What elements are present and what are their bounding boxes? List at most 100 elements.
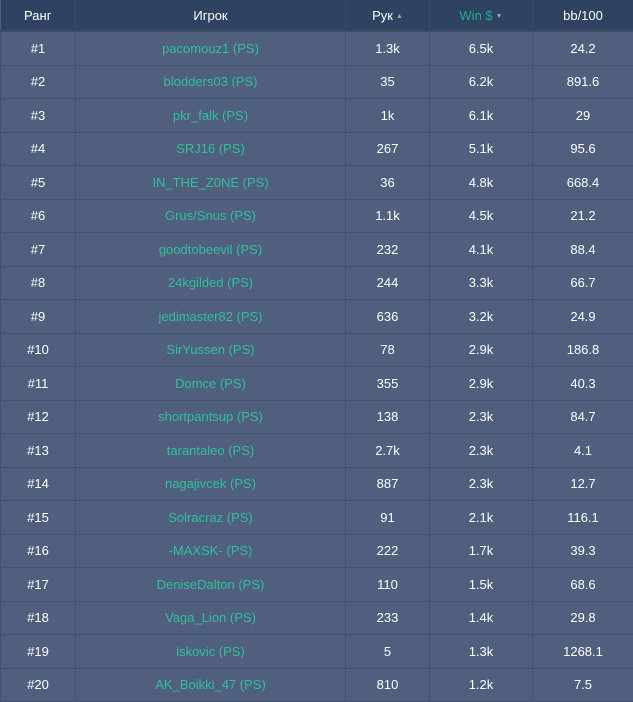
rank-cell: #20	[1, 668, 76, 702]
hands-cell: 110	[346, 568, 430, 602]
rank-cell: #1	[1, 31, 76, 65]
win-cell: 2.3k	[430, 400, 533, 434]
rank-cell: #15	[1, 501, 76, 535]
player-link[interactable]: Solracraz (PS)	[76, 501, 346, 535]
hands-cell: 810	[346, 668, 430, 702]
rank-cell: #19	[1, 635, 76, 669]
win-cell: 2.3k	[430, 434, 533, 468]
player-link[interactable]: blodders03 (PS)	[76, 65, 346, 99]
player-link[interactable]: IN_THE_Z0NE (PS)	[76, 166, 346, 200]
hands-cell: 138	[346, 400, 430, 434]
header-row: Ранг Игрок Рук▲ Win $▼ bb/100	[1, 0, 633, 31]
rank-cell: #10	[1, 333, 76, 367]
win-cell: 6.1k	[430, 99, 533, 133]
player-link[interactable]: 24kgilded (PS)	[76, 266, 346, 300]
win-cell: 3.3k	[430, 266, 533, 300]
rank-cell: #9	[1, 300, 76, 334]
bb100-cell: 186.8	[533, 333, 633, 367]
hands-cell: 2.7k	[346, 434, 430, 468]
bb100-cell: 88.4	[533, 233, 633, 267]
player-link[interactable]: nagajivcek (PS)	[76, 467, 346, 501]
bb100-cell: 84.7	[533, 400, 633, 434]
player-link[interactable]: jedimaster82 (PS)	[76, 300, 346, 334]
win-cell: 3.2k	[430, 300, 533, 334]
bb100-cell: 4.1	[533, 434, 633, 468]
hands-cell: 5	[346, 635, 430, 669]
bb100-cell: 40.3	[533, 367, 633, 401]
rank-cell: #11	[1, 367, 76, 401]
bb100-cell: 29	[533, 99, 633, 133]
hands-cell: 36	[346, 166, 430, 200]
player-link[interactable]: Vaga_Lion (PS)	[76, 601, 346, 635]
column-header-hands-label: Рук	[372, 8, 393, 23]
player-link[interactable]: SRJ16 (PS)	[76, 132, 346, 166]
bb100-cell: 95.6	[533, 132, 633, 166]
bb100-cell: 39.3	[533, 534, 633, 568]
win-cell: 4.5k	[430, 199, 533, 233]
player-link[interactable]: tarantaleo (PS)	[76, 434, 346, 468]
rank-cell: #7	[1, 233, 76, 267]
player-link[interactable]: pacomouz1 (PS)	[76, 31, 346, 65]
column-header-hands[interactable]: Рук▲	[346, 0, 430, 31]
bb100-cell: 1268.1	[533, 635, 633, 669]
win-cell: 4.1k	[430, 233, 533, 267]
rank-cell: #18	[1, 601, 76, 635]
win-cell: 2.1k	[430, 501, 533, 535]
hands-cell: 91	[346, 501, 430, 535]
rank-cell: #13	[1, 434, 76, 468]
player-link[interactable]: -MAXSK- (PS)	[76, 534, 346, 568]
hands-cell: 244	[346, 266, 430, 300]
rank-cell: #8	[1, 266, 76, 300]
player-link[interactable]: shortpantsup (PS)	[76, 400, 346, 434]
bb100-cell: 68.6	[533, 568, 633, 602]
win-cell: 1.7k	[430, 534, 533, 568]
rank-cell: #12	[1, 400, 76, 434]
sort-desc-icon: ▼	[496, 13, 503, 20]
win-cell: 5.1k	[430, 132, 533, 166]
rank-cell: #6	[1, 199, 76, 233]
win-cell: 1.2k	[430, 668, 533, 702]
player-link[interactable]: goodtobeevil (PS)	[76, 233, 346, 267]
player-link[interactable]: iskovic (PS)	[76, 635, 346, 669]
player-link[interactable]: DeniseDalton (PS)	[76, 568, 346, 602]
win-cell: 6.2k	[430, 65, 533, 99]
player-link[interactable]: pkr_falk (PS)	[76, 99, 346, 133]
column-header-rank: Ранг	[1, 0, 76, 31]
rank-cell: #16	[1, 534, 76, 568]
hands-cell: 1.3k	[346, 31, 430, 65]
column-header-win-label: Win $	[459, 8, 492, 23]
hands-cell: 222	[346, 534, 430, 568]
hands-cell: 35	[346, 65, 430, 99]
column-header-bb100: bb/100	[533, 0, 633, 31]
player-link[interactable]: AK_Boikki_47 (PS)	[76, 668, 346, 702]
column-header-win[interactable]: Win $ ▼	[430, 0, 533, 31]
hands-cell: 636	[346, 300, 430, 334]
player-link[interactable]: Grus/Snus (PS)	[76, 199, 346, 233]
hands-cell: 1k	[346, 99, 430, 133]
win-cell: 1.3k	[430, 635, 533, 669]
rank-cell: #2	[1, 65, 76, 99]
bb100-cell: 7.5	[533, 668, 633, 702]
rank-cell: #17	[1, 568, 76, 602]
player-link[interactable]: Domce (PS)	[76, 367, 346, 401]
hands-cell: 78	[346, 333, 430, 367]
player-link[interactable]: SirYussen (PS)	[76, 333, 346, 367]
